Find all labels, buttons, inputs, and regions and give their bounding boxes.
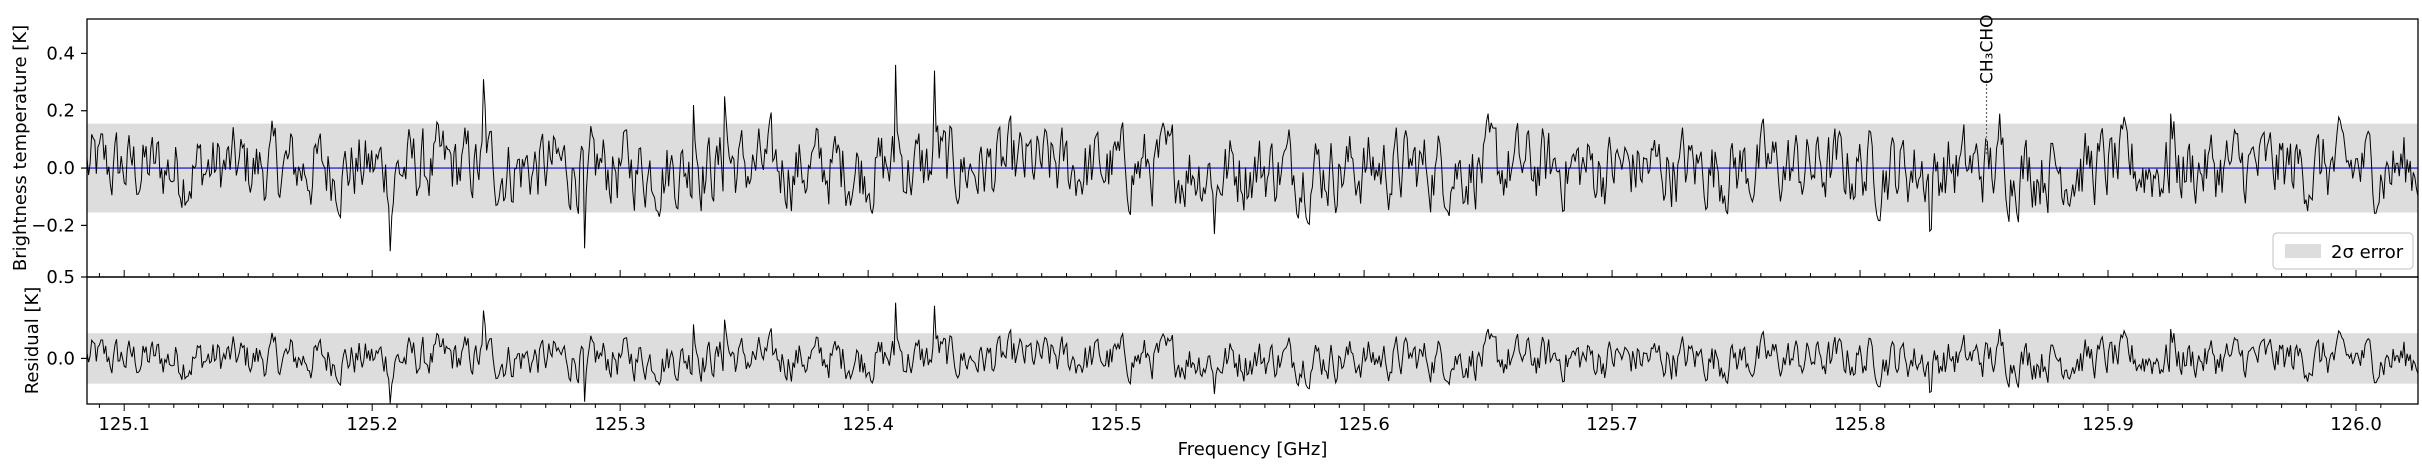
- x-tick-label: 125.7: [1586, 414, 1638, 435]
- spectrum-y-tick-label: −0.2: [31, 215, 75, 236]
- residual-y-axis-label: Residual [K]: [22, 287, 43, 395]
- legend-box: [2272, 232, 2414, 270]
- x-tick-label: 126.0: [2330, 414, 2382, 435]
- x-tick-label: 125.6: [1338, 414, 1390, 435]
- residual-y-ticks: 0.0 0.5: [46, 267, 87, 369]
- residual-y-tick-label: 0.5: [46, 267, 75, 288]
- spectrum-y-ticks: −0.2 0.0 0.2 0.4: [31, 43, 87, 236]
- legend-label-2sigma-error: 2σ error: [2331, 242, 2404, 263]
- residual-trace: [86, 302, 2419, 404]
- x-tick-label: 125.5: [1090, 414, 1142, 435]
- spectrum-y-tick-label: 0.0: [46, 158, 75, 179]
- spectrum-y-tick-label: 0.2: [46, 101, 75, 122]
- residual-x-ticks: 125.1 125.2 125.3 125.4 125.5 125.6 125.7 125.8…: [98, 404, 2382, 435]
- residual-axes-frame: [86, 276, 2419, 405]
- x-tick-label: 125.9: [2082, 414, 2134, 435]
- x-tick-label: 125.3: [594, 414, 646, 435]
- spectrum-trace: [86, 64, 2419, 252]
- residual-y-tick-label: 0.0: [46, 348, 75, 369]
- x-tick-label: 125.2: [346, 414, 398, 435]
- spectrum-panel: CH₃CHO −0.2 0.0 0.2 0.4 Brightness temperat…: [10, 14, 2419, 278]
- spectrum-y-tick-label: 0.4: [46, 43, 75, 64]
- ch3cho-label: CH₃CHO: [1978, 14, 1998, 84]
- spectrum-y-axis-label: Brightness temperature [K]: [10, 25, 31, 271]
- x-tick-label: 125.1: [98, 414, 150, 435]
- residual-2sigma-band: [87, 333, 2418, 384]
- x-tick-label: 125.8: [1834, 414, 1886, 435]
- residual-panel: 0.00.5 125.1 125.2 125.3 125.4 125.5 125.6 125…: [22, 267, 2419, 460]
- legend: 2σ error: [2272, 232, 2414, 270]
- spectrum-x-ticks: [98, 270, 2382, 277]
- x-tick-label: 125.4: [842, 414, 894, 435]
- legend-swatch-2sigma: [2285, 244, 2321, 258]
- x-axis-label: Frequency [GHz]: [1178, 439, 1328, 460]
